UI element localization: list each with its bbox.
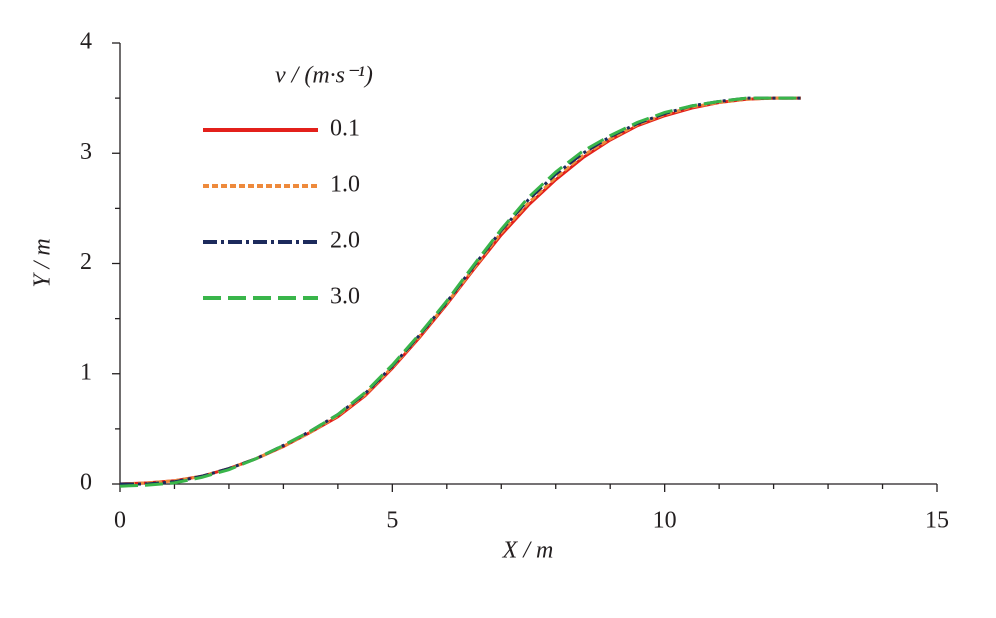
x-tick-label: 5 — [386, 508, 398, 534]
series-line — [119, 96, 801, 486]
y-axis-label: Y / m — [30, 238, 56, 287]
y-tick-label: 1 — [80, 359, 92, 385]
legend-label: 1.0 — [330, 172, 360, 198]
y-tick-label: 0 — [80, 470, 92, 496]
legend-label: 2.0 — [330, 228, 360, 254]
y-tick-label: 2 — [80, 249, 92, 275]
series-line — [119, 96, 801, 488]
series-line — [119, 96, 801, 486]
y-tick-label: 4 — [80, 29, 92, 55]
x-tick-label: 15 — [925, 508, 949, 534]
legend-label: 0.1 — [330, 116, 360, 142]
legend-label: 3.0 — [330, 284, 360, 310]
x-tick-label: 0 — [114, 508, 126, 534]
x-tick-label: 10 — [653, 508, 677, 534]
y-tick-label: 3 — [80, 139, 92, 165]
legend-title: v / (m·s⁻¹) — [275, 63, 373, 89]
series-line — [120, 96, 801, 486]
x-axis-label: X / m — [502, 538, 554, 564]
